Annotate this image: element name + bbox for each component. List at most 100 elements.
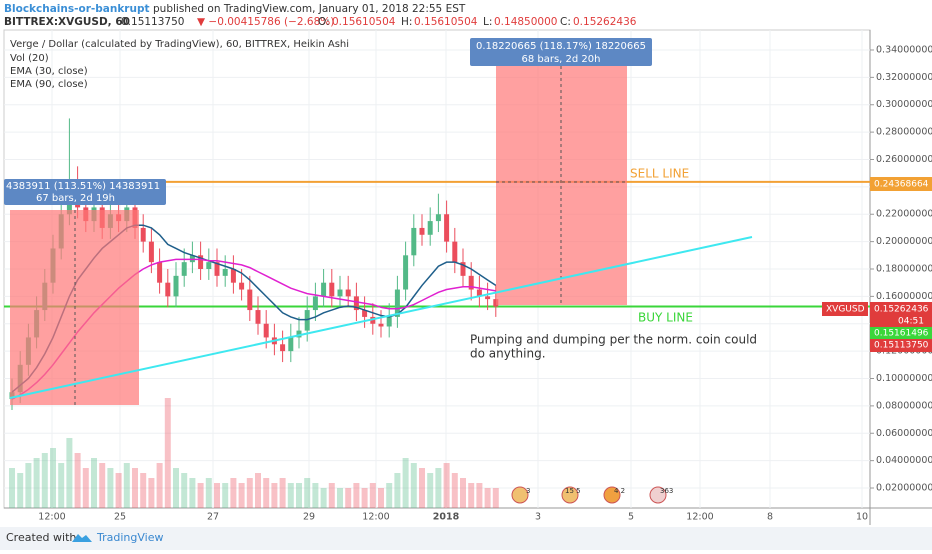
candle-body — [435, 214, 441, 222]
h-label: H: — [401, 16, 412, 28]
y-tick-label: 0.06000000 — [876, 428, 932, 439]
candle-body — [362, 310, 368, 317]
change: ▼ −0.00415786 (−2.68%) — [197, 16, 334, 28]
candle-body — [230, 269, 236, 283]
o-label: O: — [318, 16, 330, 28]
candle-body — [280, 344, 286, 352]
candle-body — [493, 299, 499, 307]
candle-body — [476, 289, 482, 297]
volume-bar — [66, 438, 73, 508]
countdown: 04:51 — [898, 317, 924, 327]
volume-bar — [271, 483, 278, 508]
volume-bar — [304, 478, 311, 508]
x-tick-label: 27 — [207, 512, 219, 523]
volume-bar — [427, 473, 434, 508]
l-label: L: — [483, 16, 492, 28]
candle-body — [452, 241, 458, 263]
event-count: 363 — [660, 487, 673, 495]
event-icon[interactable] — [649, 486, 667, 504]
x-tick-label: 2018 — [433, 512, 460, 523]
volume-bar — [82, 468, 89, 508]
volume-bar — [435, 468, 442, 508]
event-icon[interactable] — [603, 486, 621, 504]
range-text: 67 bars, 2d 19h — [36, 193, 115, 204]
volume-bar — [238, 483, 245, 508]
candle-body — [468, 275, 474, 290]
volume-bar — [460, 478, 466, 508]
range-text: 68 bars, 2d 20h — [521, 54, 600, 65]
x-tick-label: 12:00 — [686, 512, 713, 523]
footer-bar — [0, 527, 932, 550]
range-label-right — [470, 38, 652, 66]
volume-bar — [164, 398, 171, 508]
price-tag — [870, 302, 932, 328]
volume-bar — [205, 478, 212, 508]
x-tick-label: 5 — [628, 512, 634, 523]
volume-bar — [9, 468, 15, 508]
volume-bar — [419, 468, 425, 508]
note: Pumping and dumping per the norm. coin c… — [470, 333, 757, 347]
volume-bar — [189, 478, 196, 508]
candle-body — [411, 227, 417, 256]
volume-bar — [50, 448, 56, 508]
volume-bar — [410, 463, 417, 508]
candle-body — [394, 289, 400, 317]
volume-bar — [41, 453, 48, 508]
volume-bar — [451, 473, 458, 508]
candle-body — [173, 275, 179, 297]
candle-body — [296, 330, 302, 338]
y-tick-label: 0.32000000 — [876, 72, 932, 83]
volume-bar — [181, 473, 188, 508]
volume-bar — [214, 483, 220, 508]
legend-item: Verge / Dollar (calculated by TradingVie… — [10, 39, 349, 50]
volume-bar — [197, 483, 204, 508]
l-value: 0.14850000 — [494, 16, 557, 28]
symbol-tag-text: XVGUSD — [826, 305, 865, 315]
candle-body — [329, 282, 335, 297]
candle-body — [444, 214, 450, 242]
volume-bar — [492, 488, 499, 508]
h-value: 0.15610504 — [414, 16, 478, 28]
event-count: 4 2 — [614, 487, 625, 495]
volume-bar — [107, 468, 114, 508]
legend-item: EMA (30, close) — [10, 66, 88, 77]
footer-brand[interactable]: TradingView — [96, 531, 163, 544]
price-tag — [870, 327, 932, 340]
candle-body — [386, 316, 392, 327]
candle-body — [485, 296, 491, 300]
y-tick-label: 0.22000000 — [876, 209, 932, 220]
volume-bar — [17, 473, 24, 508]
y-tick-label: 0.30000000 — [876, 99, 932, 110]
volume-bar — [369, 483, 376, 508]
candle-body — [378, 323, 384, 327]
volume-bar — [361, 488, 368, 508]
symbol: BITTREX:XVGUSD, 60 — [4, 16, 130, 28]
candle-body — [157, 262, 163, 283]
price-tag-text: 0.15113750 — [874, 341, 929, 351]
candle-body — [214, 262, 220, 276]
volume-bar — [115, 473, 122, 508]
volume-bar — [58, 463, 65, 508]
range-text: 0.18220665 (118.17%) 18220665 — [476, 41, 646, 52]
volume-bar — [148, 478, 155, 508]
event-icon[interactable] — [511, 486, 529, 504]
volume-bar — [287, 483, 294, 508]
legend-item: Vol (20) — [10, 53, 49, 64]
price-tag-text: 0.15262436 — [874, 305, 929, 315]
candle-body — [255, 310, 261, 324]
volume-bar — [222, 483, 229, 508]
author[interactable]: Blockchains-or-bankrupt — [4, 3, 150, 15]
sell-text: SELL LINE — [630, 167, 689, 181]
candle-body — [337, 289, 343, 297]
y-tick-label: 0.26000000 — [876, 154, 932, 165]
volume-bar — [173, 468, 179, 508]
y-tick-label: 0.20000000 — [876, 236, 932, 247]
volume-bar — [33, 458, 40, 508]
candle-body — [419, 227, 425, 235]
event-icon[interactable] — [561, 486, 579, 504]
volume-bar — [91, 458, 97, 508]
footer-created: Created with — [6, 531, 76, 544]
buy-text: BUY LINE — [638, 311, 693, 325]
trend-line[interactable] — [9, 236, 753, 399]
